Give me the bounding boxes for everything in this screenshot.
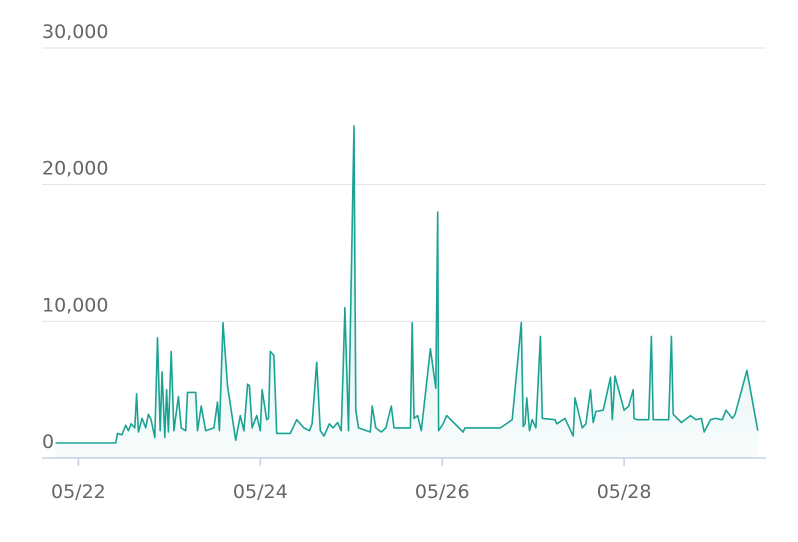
y-tick-label: 10,000: [42, 294, 108, 316]
area-fill: [55, 125, 758, 459]
x-tick-label: 05/28: [597, 481, 652, 503]
line: [55, 125, 759, 444]
y-tick-label: 20,000: [42, 158, 108, 180]
x-tick-label: 05/24: [233, 481, 288, 503]
y-tick-label: 0: [42, 431, 54, 453]
y-tick-label: 30,000: [42, 21, 108, 43]
x-tick-label: 05/26: [415, 481, 470, 503]
x-tick-label: 05/22: [51, 481, 106, 503]
